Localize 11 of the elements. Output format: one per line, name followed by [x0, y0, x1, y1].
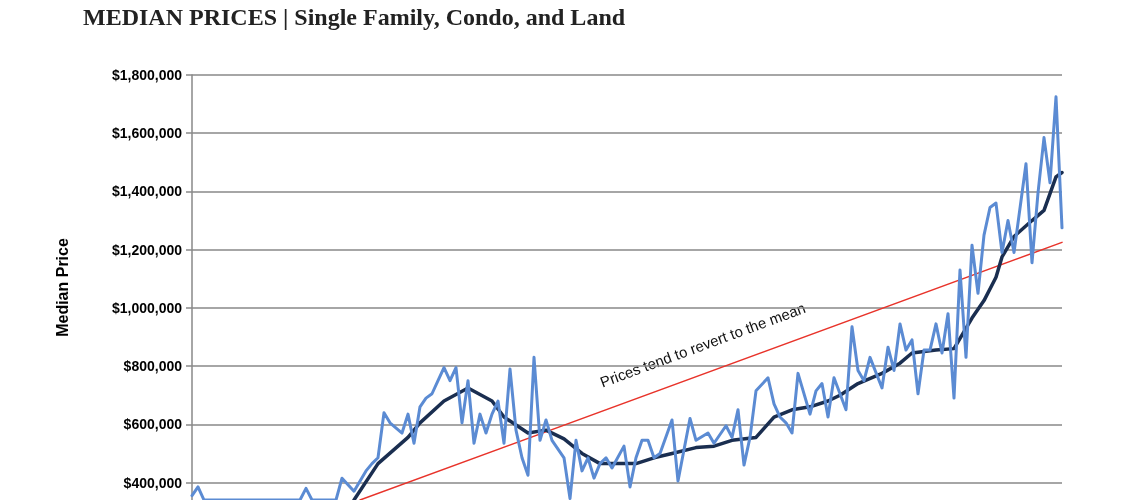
y-tick-label: $1,000,000: [111, 299, 183, 316]
y-tick-label: $1,600,000: [111, 125, 183, 142]
y-tick-label: $1,800,000: [111, 67, 183, 83]
chart-title: MEDIAN PRICES | Single Family, Condo, and Land: [83, 4, 626, 30]
annotation: Prices tend to revert to the mean: [597, 299, 808, 391]
y-tick-label: $400,000: [123, 474, 183, 491]
y-axis-title: Median Price: [53, 238, 71, 337]
y-tick-label: $1,200,000: [111, 241, 183, 258]
y-tick-label: $600,000: [123, 416, 183, 433]
y-tick-label: $800,000: [123, 358, 183, 375]
y-tick-label: $1,400,000: [111, 183, 183, 200]
